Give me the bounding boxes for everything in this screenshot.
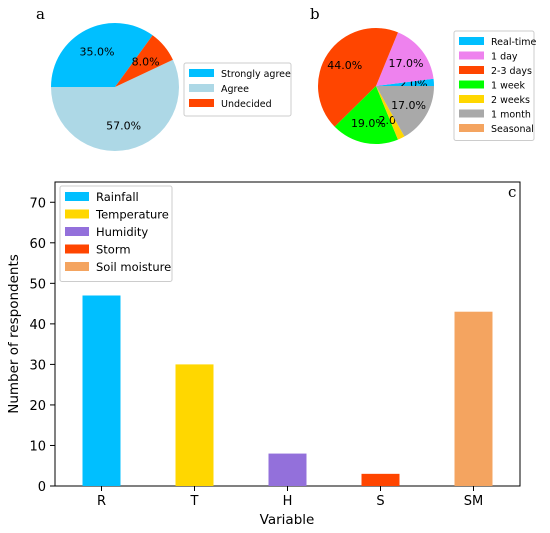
bar-sm (454, 311, 493, 486)
legend-swatch-1-month (459, 109, 484, 118)
bar-t (175, 364, 214, 486)
legend-b: Real-time 1 day 2-3 days 1 week 2 weeks 1 mon… (453, 30, 537, 141)
legend-swatch-1-day (459, 51, 484, 60)
legend-swatch-soil-moisture (65, 262, 89, 271)
legend-label-2-weeks: 2 weeks (491, 95, 530, 106)
legend-swatch-rainfall (65, 192, 89, 201)
pie-slice-2-weeks (376, 86, 405, 140)
pie-slice-1-month (376, 86, 434, 137)
bars (82, 295, 493, 486)
bar-r (82, 295, 121, 486)
legend-label-agree: Agree (221, 84, 249, 95)
y-axis-title: Number of respondents (6, 254, 22, 414)
legend-swatch-storm (65, 244, 89, 254)
legend-label-1-month: 1 month (491, 110, 531, 121)
pie-slice-1-week (334, 86, 398, 145)
pie-slice-1-day (376, 32, 434, 86)
legend-label-2-3-days: 2-3 days (491, 66, 532, 77)
y-tick-label-10: 10 (29, 439, 46, 454)
legend-c: Rainfall Temperature Humidity Storm Soil moi… (59, 185, 173, 282)
legend-swatch-1-week (459, 80, 484, 89)
y-tick-label-40: 40 (29, 318, 46, 333)
legend-label-real-time: Real-time (491, 37, 537, 48)
x-tick-label-sm: SM (464, 494, 483, 509)
pie-slice-strongly-agree (51, 22, 153, 87)
x-tick-label-s: S (376, 494, 384, 509)
slice-label-2-3-days: 44.0% (327, 59, 362, 72)
legend-swatch-humidity (65, 227, 89, 236)
pie-slice-undecided (115, 35, 173, 87)
x-axis: R T H S SM (97, 486, 483, 509)
legend-a: Strongly agree Agree Undecided (183, 62, 292, 117)
bar-h (268, 453, 307, 486)
legend-label-undecided: Undecided (221, 99, 272, 110)
legend-swatch-undecided (189, 99, 214, 107)
x-tick-label-h: H (283, 494, 293, 509)
pie-slice-2-3-days (317, 27, 398, 127)
panel-a-letter: a (36, 5, 45, 23)
pie-a: 35.0% 57.0% 8.0% (51, 22, 179, 152)
legend-label-humidity: Humidity (96, 225, 148, 239)
legend-label-strongly-agree: Strongly agree (221, 69, 291, 80)
legend-swatch-2-3-days (459, 66, 484, 74)
slice-label-1-day: 17.0% (388, 57, 423, 70)
y-tick-label-50: 50 (29, 277, 46, 292)
slice-label-agree: 57.0% (106, 120, 141, 133)
pie-slice-agree (51, 59, 179, 152)
legend-swatch-agree (189, 84, 214, 92)
pie-slice-real-time (376, 78, 434, 86)
legend-label-seasonal: Seasonal (491, 124, 534, 135)
legend-label-storm: Storm (96, 243, 131, 257)
legend-swatch-seasonal (459, 124, 484, 132)
legend-label-rainfall: Rainfall (96, 190, 139, 204)
bar-chart-c: c 0 10 20 30 40 50 60 70 R T H S SM Rainfall Tempera… (6, 181, 521, 528)
y-axis: 0 10 20 30 40 50 60 70 (29, 196, 55, 495)
slice-label-1-week: 19.0% (351, 117, 386, 130)
legend-swatch-2-weeks (459, 95, 484, 103)
legend-label-soil-moisture: Soil moisture (96, 260, 171, 274)
y-tick-label-0: 0 (38, 480, 46, 495)
y-tick-label-30: 30 (29, 358, 46, 373)
slice-label-1-month: 17.0% (391, 99, 426, 112)
legend-label-1-day: 1 day (491, 52, 518, 63)
legend-swatch-real-time (459, 37, 484, 45)
slice-label-undecided: 8.0% (132, 56, 160, 69)
y-tick-label-60: 60 (29, 237, 46, 252)
x-axis-title: Variable (260, 512, 315, 528)
legend-swatch-temperature (65, 209, 89, 219)
pie-b: 2.0%17.0%44.0%19.0%2.0%17.0% (317, 27, 434, 145)
x-tick-label-t: T (190, 494, 199, 509)
panel-c-letter: c (508, 183, 516, 201)
legend-label-temperature: Temperature (95, 208, 169, 222)
y-tick-label-70: 70 (29, 196, 46, 211)
bar-s (361, 473, 400, 486)
y-tick-label-20: 20 (29, 399, 46, 414)
panel-b-letter: b (310, 5, 320, 23)
slice-label-strongly-agree: 35.0% (80, 46, 115, 59)
legend-swatch-strongly-agree (189, 69, 214, 77)
legend-label-1-week: 1 week (491, 81, 526, 92)
x-tick-label-r: R (97, 494, 106, 509)
